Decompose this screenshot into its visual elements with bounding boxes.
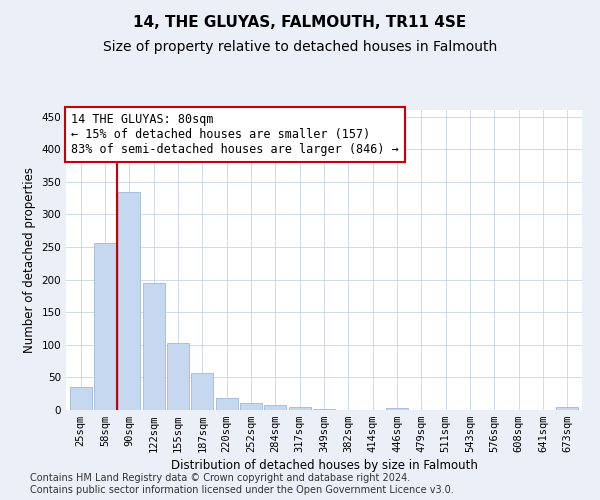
X-axis label: Distribution of detached houses by size in Falmouth: Distribution of detached houses by size … <box>170 460 478 472</box>
Text: 14, THE GLUYAS, FALMOUTH, TR11 4SE: 14, THE GLUYAS, FALMOUTH, TR11 4SE <box>133 15 467 30</box>
Bar <box>386 408 408 410</box>
Bar <box>215 398 238 410</box>
Text: Size of property relative to detached houses in Falmouth: Size of property relative to detached ho… <box>103 40 497 54</box>
Bar <box>167 343 189 410</box>
Bar <box>70 386 92 410</box>
Y-axis label: Number of detached properties: Number of detached properties <box>23 167 36 353</box>
Bar <box>191 373 213 410</box>
Bar <box>240 404 262 410</box>
Bar <box>289 408 311 410</box>
Bar <box>265 406 286 410</box>
Bar <box>556 408 578 410</box>
Bar <box>118 192 140 410</box>
Text: Contains HM Land Registry data © Crown copyright and database right 2024.
Contai: Contains HM Land Registry data © Crown c… <box>30 474 454 495</box>
Bar <box>143 283 164 410</box>
Text: 14 THE GLUYAS: 80sqm
← 15% of detached houses are smaller (157)
83% of semi-deta: 14 THE GLUYAS: 80sqm ← 15% of detached h… <box>71 113 399 156</box>
Bar <box>94 243 116 410</box>
